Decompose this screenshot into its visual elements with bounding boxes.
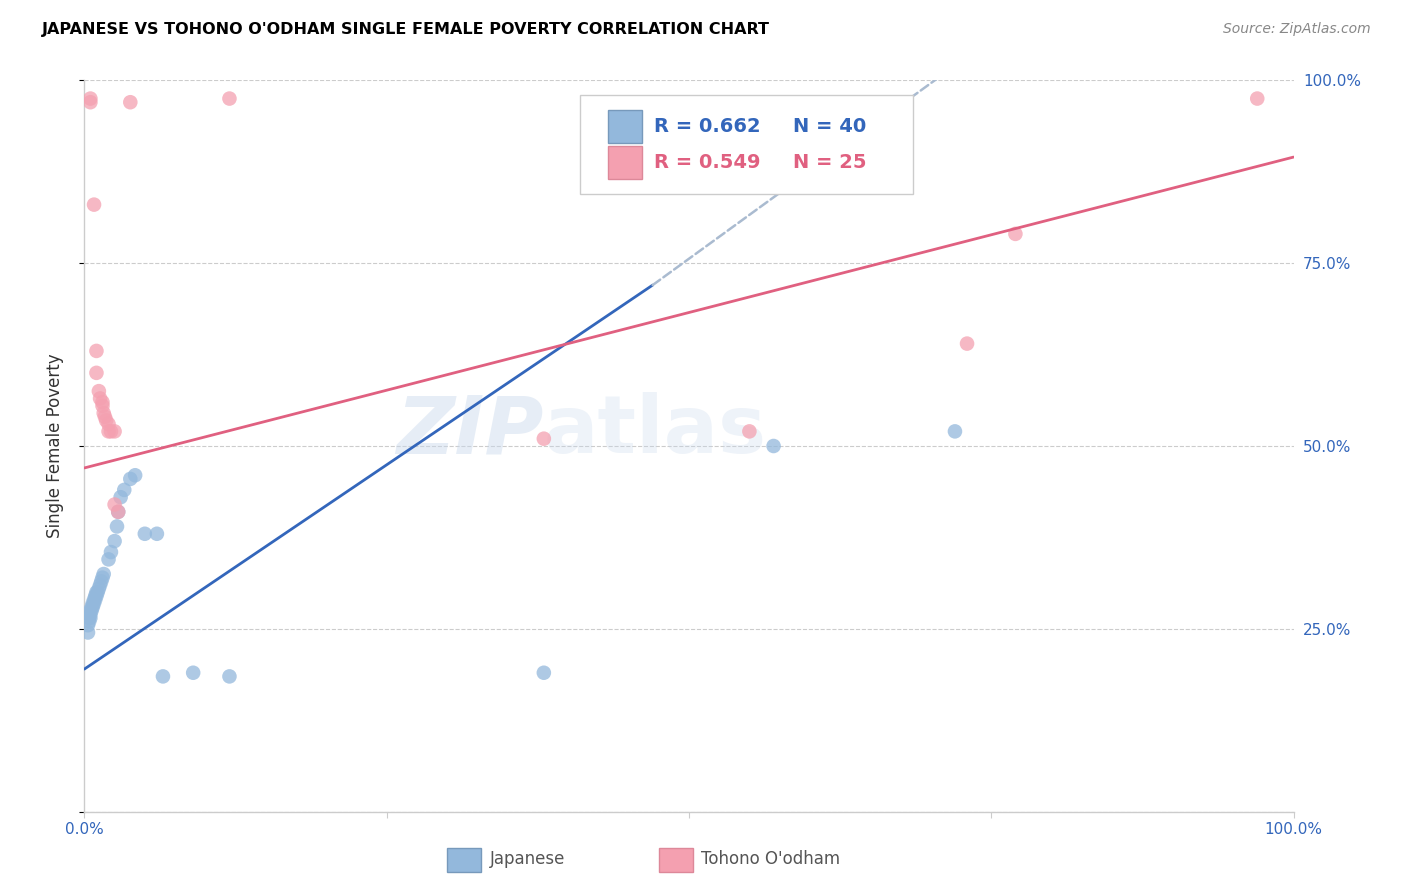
Point — [80, 603, 103, 617]
Text: N = 40: N = 40 — [793, 117, 866, 136]
Point — [107, 505, 129, 519]
Point — [94, 409, 117, 424]
Point — [105, 519, 128, 533]
Point — [1004, 227, 1026, 241]
Text: atlas: atlas — [544, 392, 766, 470]
Text: Source: ZipAtlas.com: Source: ZipAtlas.com — [1223, 22, 1371, 37]
Point — [83, 596, 105, 610]
Point — [86, 585, 108, 599]
Text: N = 25: N = 25 — [793, 153, 866, 172]
Point — [89, 578, 111, 592]
Point — [91, 571, 114, 585]
Point — [82, 596, 104, 610]
Point — [79, 95, 101, 110]
Point — [94, 413, 117, 427]
Point — [93, 567, 115, 582]
FancyBboxPatch shape — [659, 847, 693, 872]
Point — [956, 336, 979, 351]
Point — [107, 505, 129, 519]
Point — [152, 669, 174, 683]
Point — [86, 585, 108, 599]
Point — [77, 611, 100, 625]
Point — [86, 589, 108, 603]
Point — [77, 615, 100, 629]
FancyBboxPatch shape — [581, 95, 912, 194]
Point — [79, 603, 101, 617]
Text: R = 0.662: R = 0.662 — [654, 117, 761, 136]
Point — [181, 665, 204, 680]
Point — [104, 498, 127, 512]
Point — [77, 625, 100, 640]
Text: R = 0.549: R = 0.549 — [654, 153, 761, 172]
Point — [91, 395, 114, 409]
Point — [218, 92, 240, 106]
Point — [93, 406, 115, 420]
Point — [97, 552, 120, 566]
Point — [89, 392, 111, 406]
Point — [83, 197, 105, 211]
Point — [87, 582, 110, 596]
Y-axis label: Single Female Poverty: Single Female Poverty — [45, 354, 63, 538]
Point — [134, 526, 156, 541]
Point — [97, 417, 120, 431]
Point — [738, 425, 761, 439]
Text: Tohono O'odham: Tohono O'odham — [702, 850, 841, 868]
Point — [943, 425, 966, 439]
Point — [86, 343, 108, 358]
Point — [79, 92, 101, 106]
Text: Japanese: Japanese — [489, 850, 565, 868]
Point — [87, 384, 110, 399]
Point — [104, 534, 127, 549]
Point — [124, 468, 146, 483]
Point — [146, 526, 169, 541]
Point — [110, 490, 132, 504]
Point — [97, 425, 120, 439]
Point — [84, 592, 107, 607]
Point — [79, 607, 101, 622]
FancyBboxPatch shape — [607, 146, 641, 179]
Point — [80, 599, 103, 614]
Point — [533, 432, 555, 446]
Point — [112, 483, 135, 497]
Point — [83, 592, 105, 607]
Point — [82, 599, 104, 614]
Point — [90, 574, 112, 589]
FancyBboxPatch shape — [607, 110, 641, 143]
FancyBboxPatch shape — [447, 847, 481, 872]
Point — [100, 425, 122, 439]
Point — [86, 366, 108, 380]
Text: ZIP: ZIP — [396, 392, 544, 470]
Point — [533, 665, 555, 680]
Point — [120, 472, 142, 486]
Point — [762, 439, 785, 453]
Point — [100, 545, 122, 559]
Point — [77, 618, 100, 632]
Point — [79, 611, 101, 625]
Point — [91, 399, 114, 413]
Point — [120, 95, 142, 110]
Point — [104, 425, 127, 439]
Text: JAPANESE VS TOHONO O'ODHAM SINGLE FEMALE POVERTY CORRELATION CHART: JAPANESE VS TOHONO O'ODHAM SINGLE FEMALE… — [42, 22, 770, 37]
Point — [218, 669, 240, 683]
Point — [84, 589, 107, 603]
Point — [1246, 92, 1268, 106]
